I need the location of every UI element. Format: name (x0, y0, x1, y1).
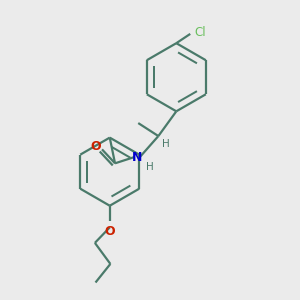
Text: O: O (91, 140, 101, 153)
Text: Cl: Cl (194, 26, 206, 40)
Text: O: O (104, 225, 115, 238)
Text: H: H (162, 139, 170, 148)
Text: H: H (146, 162, 154, 172)
Text: N: N (131, 151, 142, 164)
